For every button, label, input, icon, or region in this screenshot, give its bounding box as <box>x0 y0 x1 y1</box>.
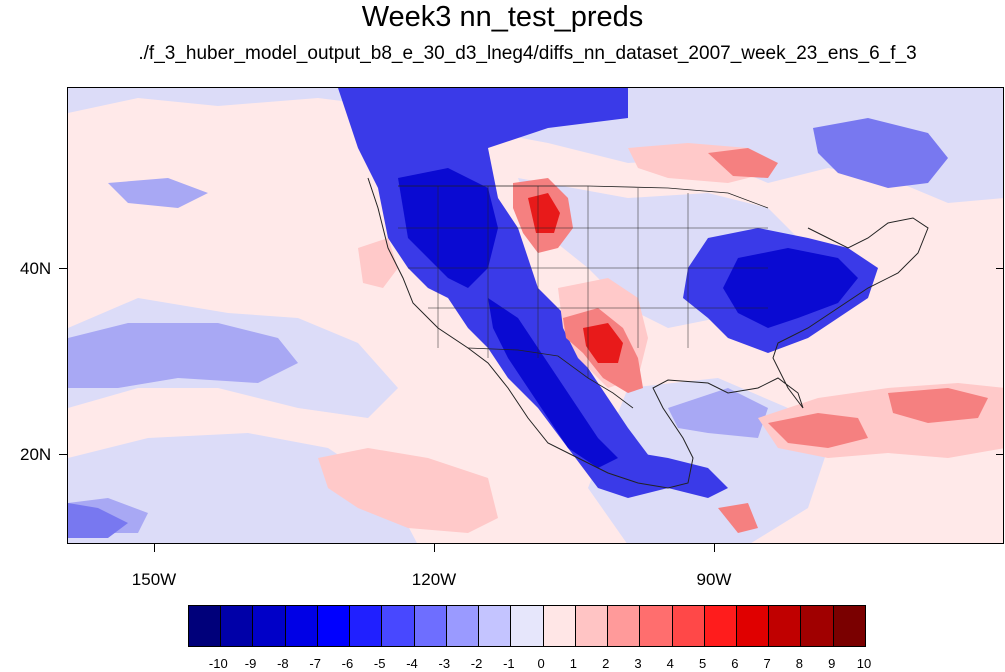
colorbar-label: 5 <box>698 656 707 671</box>
colorbar-label: 4 <box>666 656 674 671</box>
us-border-north <box>398 185 769 209</box>
colorbar-swatch <box>317 606 351 646</box>
colorbar-swatch <box>769 606 802 646</box>
map-subtitle: ./f_3_huber_model_output_b8_e_30_d3_lneg… <box>138 43 917 64</box>
colorbar-label: 2 <box>602 656 610 671</box>
x-tick-mark <box>434 544 435 552</box>
colorbar-label: -10 <box>208 656 228 671</box>
y-tick-mark-right <box>996 454 1004 455</box>
strong-red-plains-core <box>528 193 560 233</box>
colorbar-label: 9 <box>828 656 836 671</box>
pink-west-coast <box>358 238 398 288</box>
light-blue-gulf <box>668 388 768 438</box>
blue-central-america <box>608 448 728 498</box>
mid-blue-canada-east <box>813 118 948 188</box>
state-lines <box>398 186 768 378</box>
map-title: Week3 nn_test_preds <box>361 1 644 33</box>
y-tick-mark-right <box>996 268 1004 269</box>
red-canada-east <box>708 148 778 178</box>
colorbar-label: 0 <box>537 656 545 671</box>
colorbar-label: -4 <box>406 656 418 671</box>
colorbar-label: -9 <box>244 656 257 671</box>
colorbar-label: 7 <box>763 656 771 671</box>
colorbar <box>188 605 866 647</box>
anomaly-field <box>68 88 1003 543</box>
x-tick-label: 120W <box>411 570 457 589</box>
y-tick-label: 40N <box>20 259 52 278</box>
colorbar-label: -6 <box>341 656 354 671</box>
x-tick-mark <box>154 544 155 552</box>
x-tick-label: 90W <box>696 570 732 589</box>
red-atlantic <box>768 413 868 448</box>
map-plot-area <box>67 87 1004 544</box>
colorbar-swatch <box>350 606 383 646</box>
colorbar-swatch <box>833 606 865 646</box>
red-atlantic-east <box>888 388 988 423</box>
colorbar-swatch <box>608 606 641 646</box>
colorbar-swatch <box>221 606 254 646</box>
y-tick-label: 20N <box>20 445 52 464</box>
colorbar-swatch <box>672 606 705 646</box>
colorbar-label: 6 <box>731 656 739 671</box>
colorbar-label: 10 <box>856 656 872 671</box>
colorbar-label: 3 <box>634 656 642 671</box>
colorbar-label: -1 <box>503 656 515 671</box>
colorbar-swatch <box>543 606 576 646</box>
light-blue-west-band <box>68 323 298 388</box>
us-border-south <box>467 347 634 409</box>
colorbar-swatch <box>575 606 609 646</box>
colorbar-swatch <box>253 606 286 646</box>
coastline-north-america <box>367 177 929 489</box>
colorbar-swatch <box>640 606 673 646</box>
colorbar-swatch <box>382 606 415 646</box>
colorbar-swatch <box>285 606 318 646</box>
colorbar-swatch <box>414 606 447 646</box>
colorbar-label: -7 <box>309 656 321 671</box>
colorbar-swatch <box>479 606 512 646</box>
colorbar-swatch <box>189 606 222 646</box>
colorbar-swatch <box>801 606 834 646</box>
colorbar-swatch <box>511 606 544 646</box>
strong-blue-sw-mexico <box>488 298 618 468</box>
red-caribbean <box>718 503 758 533</box>
colorbar-label: 8 <box>795 656 804 671</box>
x-tick-label: 150W <box>131 570 177 589</box>
light-blue-pacific-nw <box>108 178 208 208</box>
colorbar-swatch <box>704 606 737 646</box>
pink-sw-region <box>318 448 498 533</box>
colorbar-label: -8 <box>277 656 289 671</box>
colorbar-label: 1 <box>569 656 578 671</box>
y-tick-mark <box>59 268 67 269</box>
x-tick-mark <box>714 544 715 552</box>
colorbar-label: -2 <box>470 656 483 671</box>
strong-red-texas-core <box>583 323 623 363</box>
mid-blue-lower-sw <box>68 503 128 538</box>
y-tick-mark <box>59 454 67 455</box>
colorbar-swatch <box>736 606 770 646</box>
colorbar-swatch <box>446 606 480 646</box>
colorbar-label: -5 <box>373 656 386 671</box>
colorbar-label: -3 <box>438 656 451 671</box>
